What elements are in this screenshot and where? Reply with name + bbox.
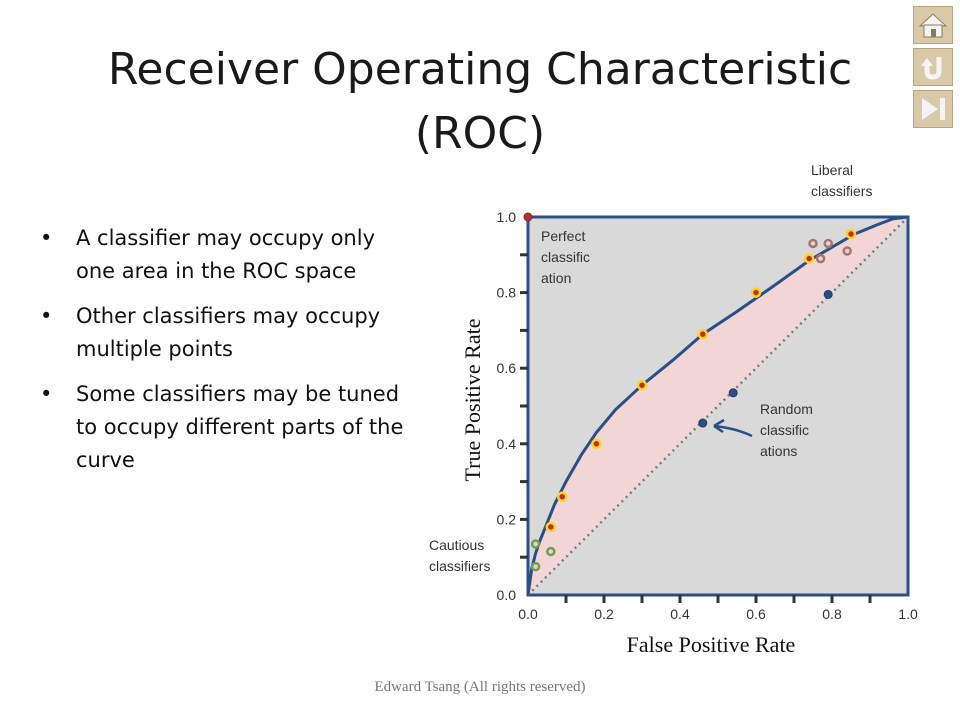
title-line-1: Receiver Operating Characteristic — [107, 44, 853, 95]
data-point — [545, 521, 557, 533]
data-point — [530, 561, 541, 572]
y-tick-label: 0.0 — [497, 587, 517, 603]
data-point — [591, 438, 602, 450]
y-tick-label: 0.4 — [497, 436, 517, 452]
data-point — [530, 539, 541, 549]
liberal-classifiers-label: Liberal — [811, 162, 853, 178]
cautious-classifiers-label: classifiers — [429, 558, 490, 574]
perfect-classification-label: Perfect — [541, 228, 585, 244]
random-classifications-label: classific — [760, 422, 809, 438]
x-tick-label: 0.0 — [518, 606, 538, 622]
data-points — [523, 212, 857, 572]
bullet-item: A classifier may occupy only one area in… — [40, 222, 420, 288]
random-annotation-arrow — [713, 418, 753, 438]
title-line-2: (ROC) — [414, 108, 546, 159]
data-point — [842, 246, 852, 256]
y-tick-label: 1.0 — [497, 209, 517, 225]
bullet-item: Some classifiers may be tuned to occupy … — [40, 378, 420, 477]
x-axis-title: False Positive Rate — [627, 632, 796, 657]
bullet-list: A classifier may occupy only one area in… — [40, 222, 420, 489]
axis-ticks: 0.0 0.2 0.4 0.6 0.8 1.0 0.0 0.2 0.4 0.6 0.8 1.0 — [497, 209, 918, 622]
undo-icon — [921, 57, 942, 80]
data-point — [845, 228, 857, 240]
data-point — [815, 253, 826, 264]
random-classifications-label: ations — [760, 443, 797, 459]
x-tick-label: 0.6 — [746, 606, 766, 622]
data-point — [803, 253, 815, 264]
x-tick-label: 1.0 — [898, 606, 918, 622]
data-point — [823, 289, 833, 299]
data-point — [697, 328, 709, 340]
data-point — [808, 238, 818, 249]
perfect-classification-label: classific — [541, 249, 590, 265]
data-point — [546, 546, 556, 557]
skip-end-icon — [922, 98, 945, 120]
y-axis-title: True Positive Rate — [460, 319, 485, 482]
data-point — [698, 418, 708, 428]
perfect-classification-label: ation — [541, 270, 571, 286]
y-tick-label: 0.8 — [497, 285, 517, 301]
data-point — [750, 287, 762, 298]
x-tick-label: 0.2 — [594, 606, 614, 622]
cautious-classifiers-label: Cautious — [429, 537, 484, 553]
x-tick-label: 0.4 — [670, 606, 690, 622]
footer-credit: Edward Tsang (All rights reserved) — [374, 679, 586, 695]
home-icon — [918, 13, 948, 38]
back-button[interactable] — [913, 48, 953, 86]
last-slide-button[interactable] — [913, 90, 953, 128]
slide-title: Receiver Operating Characteristic (ROC) — [40, 38, 920, 166]
annotations: Perfect classific ation Liberal classifiers R… — [429, 162, 872, 574]
data-point — [523, 212, 533, 222]
data-point — [728, 388, 738, 398]
liberal-classifiers-label: classifiers — [811, 183, 872, 199]
data-point — [556, 491, 568, 502]
home-button[interactable] — [913, 6, 953, 44]
bullet-item: Other classifiers may occupy multiple po… — [40, 300, 420, 366]
x-tick-label: 0.8 — [822, 606, 842, 622]
y-tick-label: 0.2 — [497, 511, 517, 527]
data-point — [823, 238, 833, 249]
random-classifications-label: Random — [760, 401, 813, 417]
data-point — [636, 379, 648, 391]
y-tick-label: 0.6 — [497, 360, 517, 376]
